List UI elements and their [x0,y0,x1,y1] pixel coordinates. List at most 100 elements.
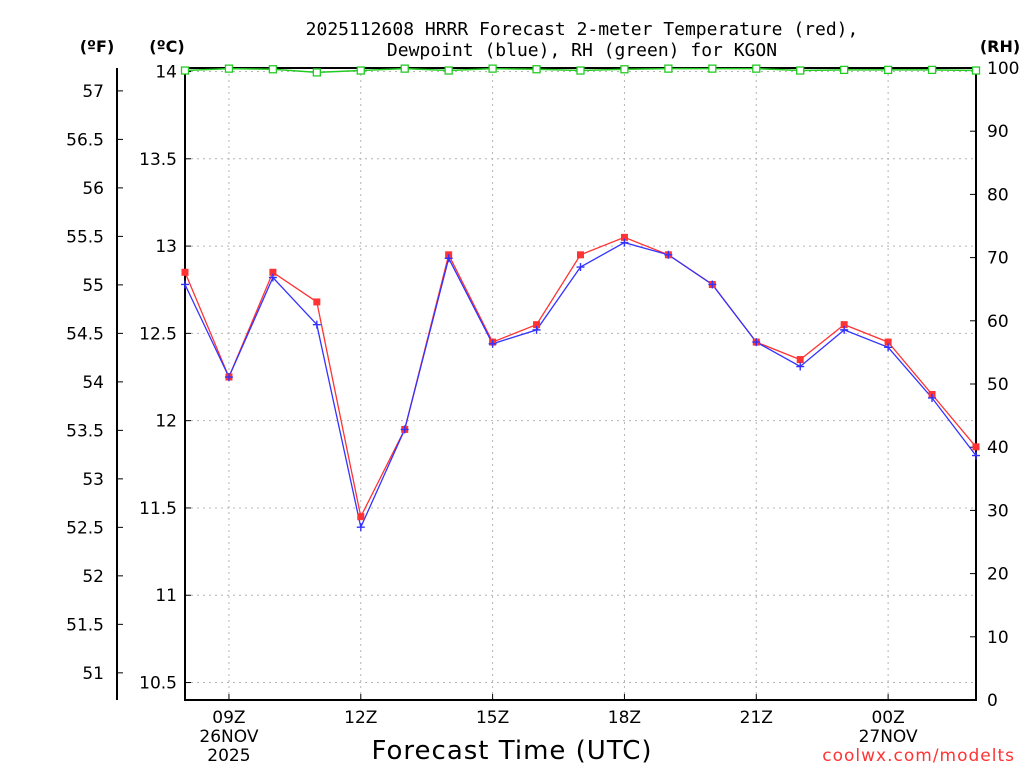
temperature-marker [269,268,277,276]
rh-tick-label: 90 [987,122,1009,142]
rh-marker [664,64,673,73]
fahrenheit-tick-label: 51 [82,664,104,684]
temperature-marker [181,268,189,276]
rh-tick-label: 30 [987,501,1009,521]
rh-tick-label: 100 [987,59,1019,79]
dewpoint-marker [400,425,409,434]
fahrenheit-tick-label: 54.5 [66,324,104,344]
fahrenheit-tick-label: 56 [82,179,104,199]
rh-marker [400,64,409,73]
fahrenheit-tick-label: 55.5 [66,227,104,247]
fahrenheit-unit-label: (ºF) [80,37,115,56]
dewpoint-marker [268,273,277,282]
dewpoint-marker [312,320,321,329]
temperature-marker [533,321,541,329]
rh-marker [708,64,717,73]
temperature-marker [313,298,321,306]
rh-marker [620,65,629,74]
celsius-tick-label: 11.5 [139,499,177,519]
chart-title-line-2: Dewpoint (blue), RH (green) for KGON [387,40,777,61]
rh-marker [752,64,761,73]
dewpoint-marker [972,451,980,460]
dewpoint-marker [620,238,629,247]
time-tick-label: 18Z [608,708,641,728]
axis-ticks: 10.5 11 11.5 12 12.5 13 13.5 14 51 51.5 52 52.5 53 53… [66,59,1019,766]
dewpoint-line [184,241,977,530]
fahrenheit-tick-label: 53 [82,470,104,490]
temperature-marker [972,443,980,451]
dewpoint-marker [181,280,189,289]
celsius-unit-label: (ºC) [149,37,184,56]
time-tick-label: 21Z [740,708,773,728]
dewpoint-marker [488,339,497,348]
rh-tick-label: 0 [987,691,998,711]
temperature-marker [620,233,628,241]
date-label: 26NOV [199,727,258,747]
fahrenheit-tick-label: 53.5 [66,421,104,441]
rh-marker [268,65,278,74]
rh-marker [356,66,365,75]
time-tick-label: 12Z [344,708,377,728]
chart-title-line-1: 2025112608 HRRR Forecast 2-meter Tempera… [306,19,859,40]
rh-tick-label: 10 [987,628,1009,648]
rh-marker [576,66,585,75]
dewpoint-marker [576,263,585,272]
dewpoint-marker [532,325,541,334]
temperature-marker [577,251,584,259]
rh-marker [444,66,453,75]
rh-marker [971,66,981,75]
plot-frame [184,67,977,701]
rh-tick-label: 60 [987,312,1009,332]
data-series [180,64,981,532]
dewpoint-marker [796,362,805,371]
rh-tick-label: 50 [987,375,1009,395]
rh-unit-label: (RH) [980,37,1020,56]
celsius-tick-label: 13.5 [139,150,177,170]
fahrenheit-tick-label: 55 [82,276,104,296]
rh-marker [180,66,190,75]
rh-marker [532,65,541,74]
time-tick-label: 00Z [871,708,904,728]
x-axis-title: Forecast Time (UTC) [371,736,652,766]
grid-lines [185,68,976,700]
fahrenheit-tick-label: 52 [82,567,104,587]
dewpoint-marker [664,250,673,259]
rh-marker [224,64,234,73]
celsius-tick-label: 14 [155,62,177,82]
dewpoint-marker [752,338,761,347]
rh-marker [796,66,805,75]
fahrenheit-tick-label: 57 [82,82,104,102]
celsius-tick-label: 11 [155,586,177,606]
dewpoint-marker [224,373,233,382]
rh-marker [488,64,497,73]
rh-marker [840,65,849,75]
rh-marker [927,65,937,75]
temperature-marker [796,356,804,364]
temperature-marker [884,338,892,346]
dewpoint-marker [356,523,365,532]
year-label: 2025 [207,746,250,766]
fahrenheit-tick-label: 56.5 [66,130,104,150]
celsius-tick-label: 12.5 [139,324,177,344]
time-tick-label: 09Z [212,708,245,728]
celsius-tick-label: 10.5 [139,674,177,694]
celsius-tick-label: 13 [155,237,177,257]
dewpoint-marker [928,393,937,402]
fahrenheit-tick-label: 54 [82,373,104,393]
rh-tick-label: 70 [987,249,1009,269]
temperature-marker [357,513,365,521]
temperature-line [184,236,977,519]
celsius-tick-label: 12 [155,412,177,432]
rh-marker [883,65,893,75]
credit-text: coolwx.com/modelts [822,746,1015,766]
dewpoint-marker [708,280,717,289]
rh-tick-label: 40 [987,438,1009,458]
date-label: 27NOV [859,727,918,747]
dewpoint-marker [840,325,849,334]
rh-tick-label: 80 [987,185,1009,205]
rh-tick-label: 20 [987,565,1009,585]
fahrenheit-tick-label: 52.5 [66,518,104,538]
time-tick-label: 15Z [476,708,509,728]
rh-marker [312,68,321,77]
